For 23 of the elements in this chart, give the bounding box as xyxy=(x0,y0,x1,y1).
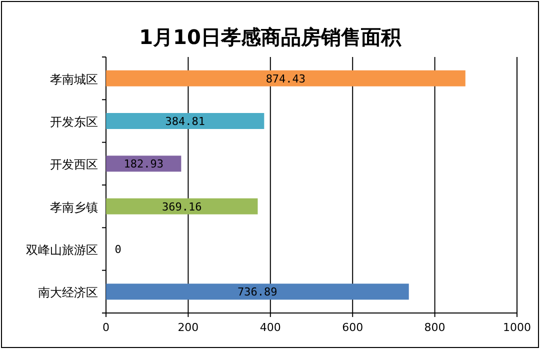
y-tick-label: 南大经济区 xyxy=(38,286,98,300)
x-tick-label: 200 xyxy=(178,321,199,334)
x-tick-label: 600 xyxy=(342,321,364,334)
data-label: 874.43 xyxy=(266,72,306,86)
data-label: 182.93 xyxy=(124,158,164,171)
y-tick-label: 双峰山旅游区 xyxy=(26,243,98,257)
x-tick-label: 1000 xyxy=(503,321,531,334)
data-label: 736.89 xyxy=(238,286,278,299)
bar xyxy=(106,113,264,129)
data-label: 369.16 xyxy=(162,200,202,214)
bar xyxy=(106,284,409,300)
x-tick-label: 0 xyxy=(102,321,110,334)
bar xyxy=(106,198,258,214)
x-tick-label: 400 xyxy=(260,321,281,334)
data-label: 384.81 xyxy=(165,115,205,128)
y-tick-label: 开发西区 xyxy=(50,158,98,172)
y-tick-label: 孝南乡镇 xyxy=(50,200,98,214)
chart-title: 1月10日孝感商品房销售面积 xyxy=(139,25,402,49)
y-tick-label: 孝南城区 xyxy=(50,72,98,86)
bar xyxy=(106,70,466,86)
x-tick-label: 800 xyxy=(424,321,446,334)
y-tick-label: 开发东区 xyxy=(50,115,98,129)
data-label: 0 xyxy=(114,243,122,256)
